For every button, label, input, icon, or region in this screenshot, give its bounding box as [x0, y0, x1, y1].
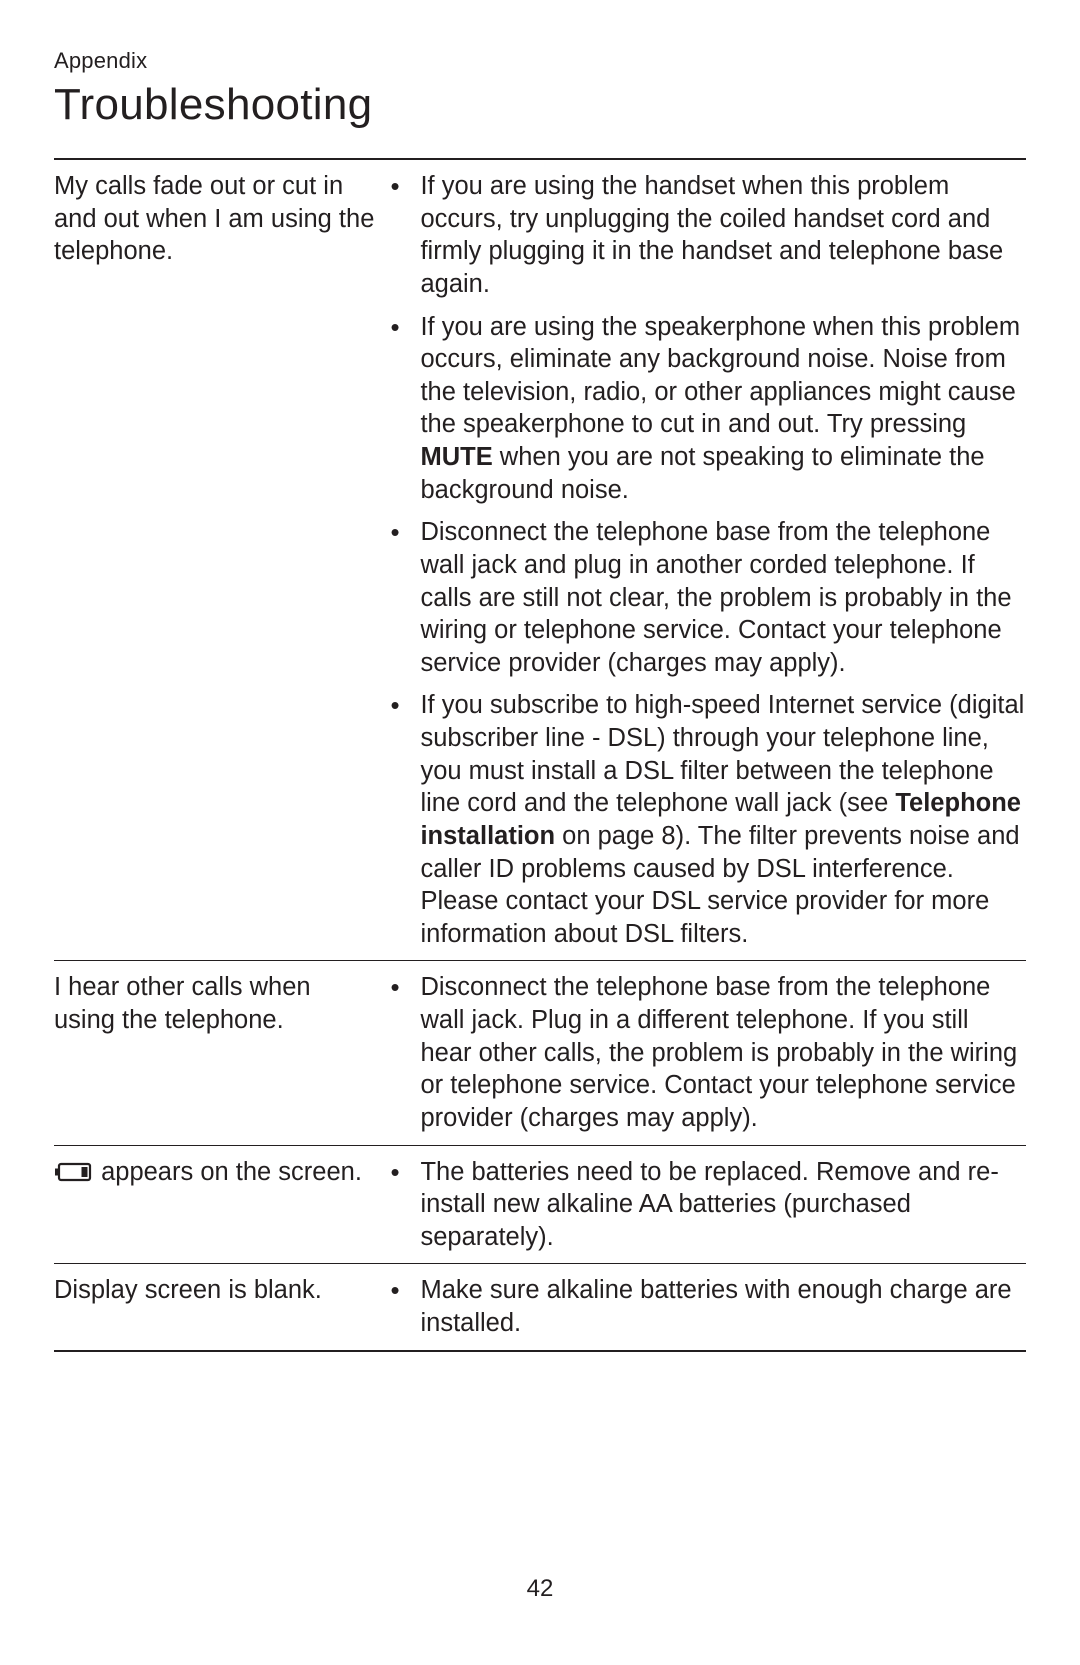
- solution-cell: Make sure alkaline batteries with enough…: [384, 1264, 1026, 1351]
- list-item: Make sure alkaline batteries with enough…: [414, 1274, 1026, 1339]
- issue-cell: Display screen is blank.: [54, 1264, 384, 1351]
- solution-list: If you are using the handset when this p…: [384, 170, 1026, 950]
- list-item: If you are using the handset when this p…: [414, 170, 1026, 301]
- table-row: Display screen is blank. Make sure alkali…: [54, 1264, 1026, 1351]
- table-row: appears on the screen. The batteries need…: [54, 1145, 1026, 1264]
- list-item: Disconnect the telephone base from the t…: [414, 516, 1026, 679]
- troubleshooting-table: My calls fade out or cut in and out when…: [54, 158, 1026, 1352]
- section-label: Appendix: [54, 48, 1026, 74]
- table-row: I hear other calls when using the teleph…: [54, 961, 1026, 1145]
- solution-list: The batteries need to be replaced. Remov…: [384, 1156, 1026, 1254]
- solution-list: Make sure alkaline batteries with enough…: [384, 1274, 1026, 1339]
- solution-cell: The batteries need to be replaced. Remov…: [384, 1145, 1026, 1264]
- battery-low-icon: [54, 1158, 92, 1191]
- issue-text: Display screen is blank.: [54, 1274, 384, 1307]
- solution-cell: Disconnect the telephone base from the t…: [384, 961, 1026, 1145]
- document-page: Appendix Troubleshooting My calls fade o…: [0, 0, 1080, 1665]
- solution-list: Disconnect the telephone base from the t…: [384, 971, 1026, 1134]
- bold-text: MUTE: [420, 443, 492, 471]
- table-row: My calls fade out or cut in and out when…: [54, 159, 1026, 961]
- list-item: If you are using the speakerphone when t…: [414, 311, 1026, 507]
- list-item: If you subscribe to high-speed Internet …: [414, 689, 1026, 950]
- issue-text: My calls fade out or cut in and out when…: [54, 170, 384, 268]
- bold-text: Telephone installation: [420, 789, 1021, 850]
- page-number: 42: [0, 1575, 1080, 1603]
- issue-cell: My calls fade out or cut in and out when…: [54, 159, 384, 961]
- list-item: The batteries need to be replaced. Remov…: [414, 1156, 1026, 1254]
- issue-text: I hear other calls when using the teleph…: [54, 971, 384, 1036]
- issue-cell: appears on the screen.: [54, 1145, 384, 1264]
- list-item: Disconnect the telephone base from the t…: [414, 971, 1026, 1134]
- issue-cell: I hear other calls when using the teleph…: [54, 961, 384, 1145]
- solution-cell: If you are using the handset when this p…: [384, 159, 1026, 961]
- issue-text: appears on the screen.: [94, 1158, 368, 1186]
- page-title: Troubleshooting: [54, 80, 1026, 130]
